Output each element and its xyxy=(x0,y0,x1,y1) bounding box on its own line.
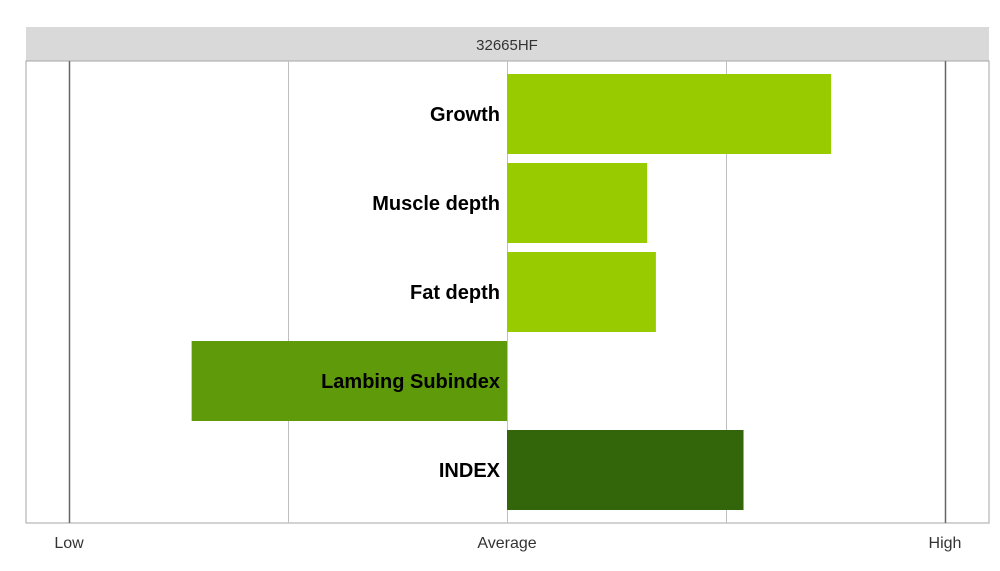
bar-index xyxy=(507,430,744,510)
category-label-growth: Growth xyxy=(430,104,500,126)
tick-label-average: Average xyxy=(477,535,536,552)
bar-muscle-depth xyxy=(507,163,648,243)
bars xyxy=(191,74,832,510)
x-axis-tick-labels: Low Average High xyxy=(54,535,961,552)
title-strip xyxy=(26,27,989,61)
category-labels: Growth Muscle depth Fat depth Lambing Subin… xyxy=(321,104,501,482)
bar-growth xyxy=(507,74,832,154)
tick-label-low: Low xyxy=(54,535,84,552)
category-label-fat-depth: Fat depth xyxy=(410,282,500,304)
bar-lambing-subindex xyxy=(191,341,507,421)
bar-fat-depth xyxy=(507,252,656,332)
category-label-muscle-depth: Muscle depth xyxy=(372,193,500,215)
chart-title: 32665HF xyxy=(476,37,538,54)
tick-label-high: High xyxy=(929,535,962,552)
category-label-lambing-subindex: Lambing Subindex xyxy=(321,371,500,393)
category-label-index: INDEX xyxy=(439,460,501,482)
